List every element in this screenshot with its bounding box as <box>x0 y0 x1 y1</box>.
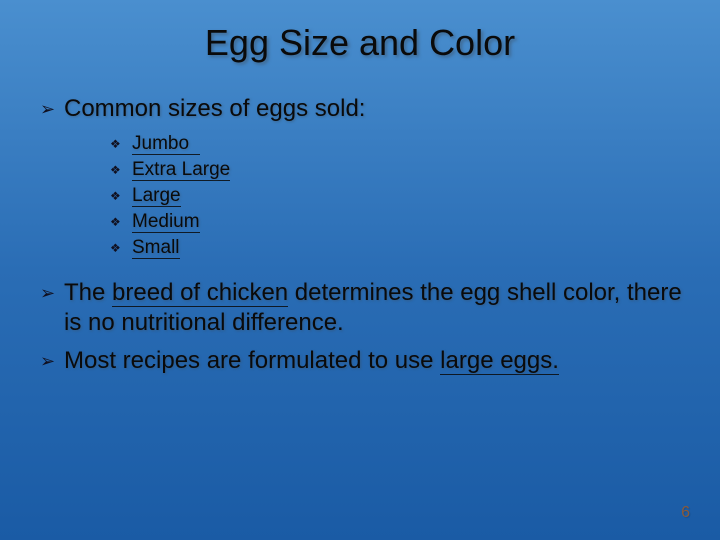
bullet-item: ➢ The breed of chicken determines the eg… <box>40 278 690 338</box>
slide-title: Egg Size and Color <box>0 0 720 94</box>
bullet-text: Common sizes of eggs sold: <box>64 94 365 124</box>
bullet-text: Most recipes are formulated to use large… <box>64 346 559 376</box>
sub-bullet-item: ❖ Large <box>110 184 690 208</box>
sub-bullet-item: ❖ Small <box>110 236 690 260</box>
diamond-bullet-icon: ❖ <box>110 132 132 156</box>
slide-content: ➢ Common sizes of eggs sold: ❖ Jumbo ❖ E… <box>0 94 720 376</box>
diamond-bullet-icon: ❖ <box>110 210 132 234</box>
page-number: 6 <box>681 504 690 522</box>
sub-bullet-item: ❖ Medium <box>110 210 690 234</box>
bullet-item: ➢ Common sizes of eggs sold: <box>40 94 690 124</box>
sub-bullet-text: Extra Large <box>132 158 230 182</box>
chevron-bullet-icon: ➢ <box>40 94 64 124</box>
bullet-item: ➢ Most recipes are formulated to use lar… <box>40 346 690 376</box>
sub-bullet-text: Small <box>132 236 180 260</box>
sub-bullet-text: Large <box>132 184 181 208</box>
bullet-text: The breed of chicken determines the egg … <box>64 278 690 338</box>
diamond-bullet-icon: ❖ <box>110 184 132 208</box>
diamond-bullet-icon: ❖ <box>110 158 132 182</box>
sub-bullet-item: ❖ Extra Large <box>110 158 690 182</box>
sub-bullet-text: Medium <box>132 210 200 234</box>
chevron-bullet-icon: ➢ <box>40 278 64 308</box>
sub-bullet-item: ❖ Jumbo <box>110 132 690 156</box>
sub-bullet-list: ❖ Jumbo ❖ Extra Large ❖ Large ❖ Medium ❖… <box>40 132 690 260</box>
sub-bullet-text: Jumbo <box>132 132 200 156</box>
diamond-bullet-icon: ❖ <box>110 236 132 260</box>
chevron-bullet-icon: ➢ <box>40 346 64 376</box>
